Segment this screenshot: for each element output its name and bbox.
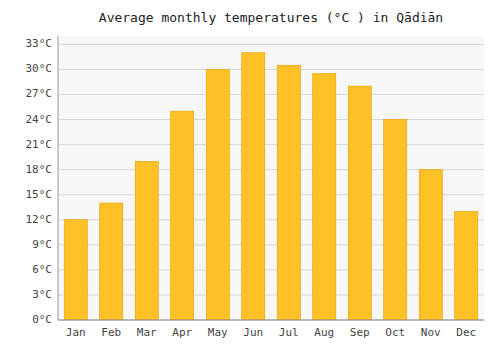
bar bbox=[100, 203, 123, 320]
title: Average monthly temperatures (°C ) in Qā… bbox=[99, 10, 443, 25]
x-tick-label: Jun bbox=[243, 326, 263, 339]
x-tick-label: Nov bbox=[421, 326, 441, 339]
y-axis-line bbox=[58, 36, 59, 320]
bar bbox=[135, 161, 158, 320]
bar bbox=[64, 220, 87, 320]
x-tick-label: Jul bbox=[279, 326, 299, 339]
bar bbox=[206, 69, 229, 320]
y-tick-label: 27°C bbox=[26, 87, 53, 100]
bar bbox=[313, 74, 336, 320]
y-tick-label: 6°C bbox=[32, 263, 52, 276]
y-tick-label: 15°C bbox=[26, 188, 53, 201]
x-tick-label: Feb bbox=[101, 326, 121, 339]
x-axis-line bbox=[58, 320, 484, 321]
grid-line bbox=[58, 119, 484, 120]
y-tick-label: 3°C bbox=[32, 288, 52, 301]
grid-line bbox=[58, 69, 484, 70]
x-tick-label: Oct bbox=[385, 326, 405, 339]
y-tick-label: 12°C bbox=[26, 213, 53, 226]
bar bbox=[419, 170, 442, 320]
bars bbox=[64, 53, 478, 320]
grid-line bbox=[58, 44, 484, 45]
plot-background bbox=[58, 36, 484, 320]
chart-container: 0°C 3°C 6°C 9°C 12°C 15°C 18°C 21°C 24°C 27°C 30°C… bbox=[0, 0, 500, 350]
x-tick-label: Sep bbox=[350, 326, 370, 339]
bar bbox=[277, 65, 300, 320]
grid-line bbox=[58, 94, 484, 95]
x-tick-label: May bbox=[208, 326, 228, 339]
y-tick-label: 24°C bbox=[26, 113, 53, 126]
x-tick-label: Jan bbox=[66, 326, 86, 339]
y-tick-label: 0°C bbox=[32, 313, 52, 326]
bar bbox=[384, 120, 407, 320]
y-tick-label: 21°C bbox=[26, 138, 53, 151]
bar bbox=[171, 111, 194, 320]
x-tick-label: Aug bbox=[314, 326, 334, 339]
x-tick-label: Dec bbox=[456, 326, 476, 339]
bar bbox=[242, 53, 265, 320]
y-tick-label: 18°C bbox=[26, 163, 53, 176]
x-tick-label: Apr bbox=[172, 326, 192, 339]
y-tick-label: 33°C bbox=[26, 37, 53, 50]
bar bbox=[455, 211, 478, 320]
bar bbox=[348, 86, 371, 320]
x-tick-label: Mar bbox=[137, 326, 157, 339]
grid-line bbox=[58, 320, 484, 321]
y-tick-label: 9°C bbox=[32, 238, 52, 251]
grid-line bbox=[58, 144, 484, 145]
y-tick-label: 30°C bbox=[26, 62, 53, 75]
chart: 0°C 3°C 6°C 9°C 12°C 15°C 18°C 21°C 24°C 27°C 30°C… bbox=[0, 0, 500, 350]
